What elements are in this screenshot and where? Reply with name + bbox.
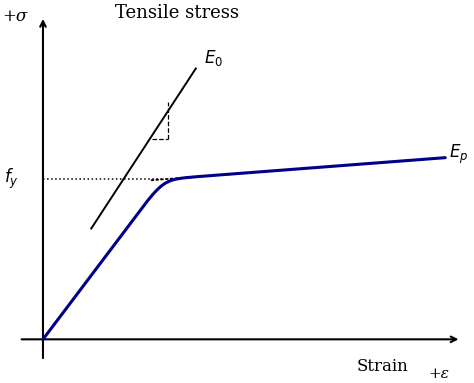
Text: +σ: +σ xyxy=(2,8,27,25)
Text: +ε: +ε xyxy=(429,367,450,381)
Text: $f_y$: $f_y$ xyxy=(4,167,19,192)
Text: $E_p$: $E_p$ xyxy=(449,143,469,166)
Text: Strain: Strain xyxy=(357,358,409,375)
Text: Tensile stress: Tensile stress xyxy=(115,4,239,22)
Text: $E_0$: $E_0$ xyxy=(204,49,223,69)
